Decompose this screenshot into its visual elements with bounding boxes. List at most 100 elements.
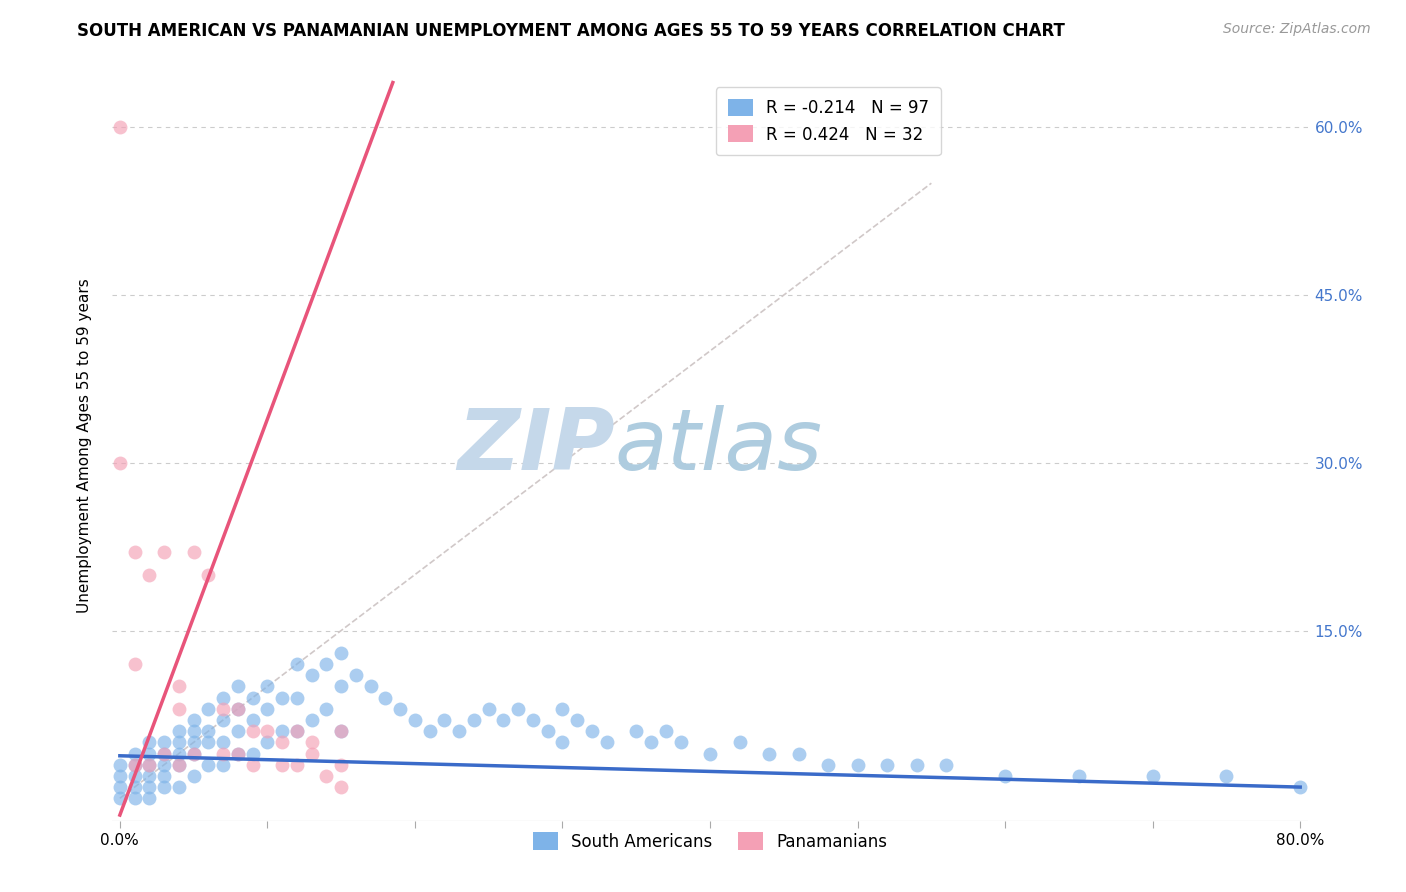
Point [153,757,176,772]
Point [551,735,574,749]
Point [124,747,146,761]
Point [226,702,249,716]
Point [226,747,249,761]
Point [167,680,190,694]
Point [197,702,219,716]
Point [212,735,235,749]
Point [124,769,146,783]
Point [640,735,662,749]
Point [1067,769,1090,783]
Point [197,724,219,739]
Point [242,713,264,727]
Point [626,724,648,739]
Point [567,713,589,727]
Point [330,646,353,660]
Point [212,690,235,705]
Point [183,735,205,749]
Point [124,791,146,805]
Point [153,769,176,783]
Point [404,713,426,727]
Point [301,668,323,682]
Point [330,680,353,694]
Point [285,724,308,739]
Legend: South Americans, Panamanians: South Americans, Panamanians [526,826,894,857]
Point [330,724,353,739]
Point [242,724,264,739]
Point [905,757,928,772]
Point [344,668,367,682]
Y-axis label: Unemployment Among Ages 55 to 59 years: Unemployment Among Ages 55 to 59 years [77,278,91,614]
Point [994,769,1017,783]
Point [197,757,219,772]
Point [108,456,131,470]
Point [846,757,869,772]
Point [596,735,619,749]
Point [478,702,501,716]
Point [124,757,146,772]
Point [153,747,176,761]
Point [256,735,278,749]
Point [153,735,176,749]
Point [389,702,412,716]
Point [212,747,235,761]
Point [138,757,160,772]
Point [212,702,235,716]
Point [138,747,160,761]
Point [374,690,396,705]
Point [167,757,190,772]
Text: ZIP: ZIP [457,404,614,488]
Point [197,735,219,749]
Point [183,724,205,739]
Point [197,567,219,582]
Point [183,545,205,559]
Point [330,724,353,739]
Point [1142,769,1164,783]
Point [167,702,190,716]
Point [138,791,160,805]
Point [758,747,780,761]
Point [271,724,294,739]
Text: SOUTH AMERICAN VS PANAMANIAN UNEMPLOYMENT AMONG AGES 55 TO 59 YEARS CORRELATION : SOUTH AMERICAN VS PANAMANIAN UNEMPLOYMEN… [77,22,1066,40]
Point [1215,769,1237,783]
Point [301,747,323,761]
Point [492,713,515,727]
Point [138,780,160,794]
Point [419,724,441,739]
Point [226,724,249,739]
Point [315,769,337,783]
Point [581,724,603,739]
Point [108,780,131,794]
Point [537,724,560,739]
Point [508,702,530,716]
Point [301,713,323,727]
Point [1289,780,1312,794]
Point [212,757,235,772]
Point [256,724,278,739]
Point [226,747,249,761]
Point [167,747,190,761]
Point [153,545,176,559]
Point [242,757,264,772]
Point [226,680,249,694]
Point [242,690,264,705]
Point [655,724,678,739]
Point [330,780,353,794]
Point [315,702,337,716]
Text: Source: ZipAtlas.com: Source: ZipAtlas.com [1223,22,1371,37]
Point [699,747,721,761]
Point [183,747,205,761]
Point [551,702,574,716]
Point [301,735,323,749]
Point [138,567,160,582]
Point [242,747,264,761]
Point [183,713,205,727]
Point [433,713,456,727]
Point [108,120,131,135]
Point [285,724,308,739]
Point [153,780,176,794]
Point [212,713,235,727]
Point [728,735,751,749]
Point [271,757,294,772]
Point [108,757,131,772]
Point [787,747,810,761]
